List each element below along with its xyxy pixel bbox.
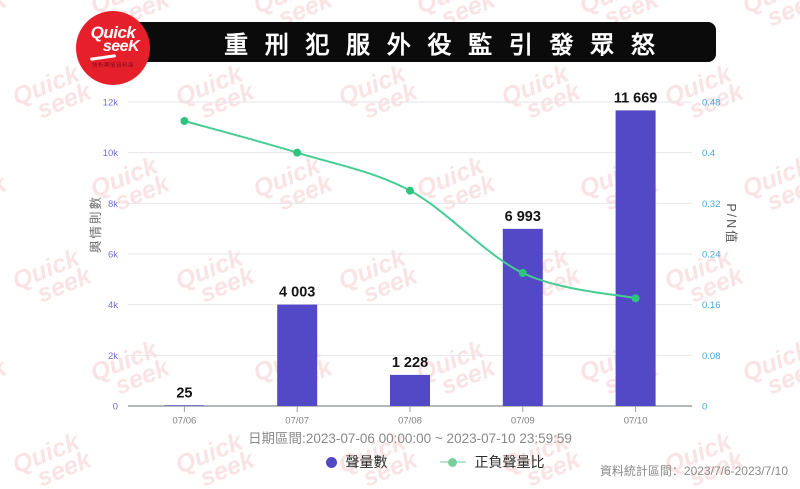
x-tick-label: 07/07 — [285, 416, 309, 427]
line-marker-07/09 — [518, 269, 527, 277]
left-tick-label: 10k — [103, 148, 119, 159]
right-axis-name: P/N值 — [724, 203, 739, 244]
legend-linedot-marker — [439, 457, 466, 468]
line-marker-07/10 — [631, 294, 640, 303]
bar-07/08 — [390, 374, 430, 406]
line-marker-07/06 — [180, 117, 189, 125]
page-title: 重 刑 犯 服 外 役 監 引 發 眾 怒 — [224, 31, 660, 59]
left-axis-name: 輿情則數 — [89, 195, 103, 253]
bar-07/10 — [615, 110, 656, 407]
right-tick-label: 0 — [702, 402, 707, 413]
logo-swoosh — [89, 54, 117, 61]
left-tick-label: 12k — [103, 98, 119, 109]
left-tick-label: 6k — [108, 250, 118, 261]
bar-value-label: 6 993 — [505, 209, 541, 225]
line-marker-07/08 — [406, 186, 414, 195]
bar-value-label: 1 228 — [392, 355, 428, 371]
bar-07/06 — [164, 405, 205, 406]
pn-ratio-line — [184, 120, 636, 300]
right-tick-label: 0.24 — [702, 250, 721, 261]
right-tick-label: 0.48 — [702, 98, 721, 109]
x-tick-label: 07/09 — [511, 416, 535, 427]
bar-07/07 — [277, 304, 318, 406]
bar-value-label: 11 669 — [614, 90, 658, 106]
legend-dot-marker — [325, 456, 337, 468]
right-tick-label: 0.32 — [702, 199, 721, 210]
line-marker-07/07 — [293, 148, 302, 157]
logo-tagline: 快析輿情資料庫 — [91, 62, 134, 69]
quickseek-logo: Quick seeK 快析輿情資料庫 — [76, 11, 150, 85]
legend-label: 正負聲量比 — [474, 454, 545, 470]
left-tick-label: 0 — [113, 402, 118, 413]
right-tick-label: 0.08 — [702, 351, 721, 362]
logo-text-line1: Quick — [90, 23, 136, 42]
left-tick-label: 4k — [108, 300, 118, 311]
x-tick-label: 07/08 — [398, 416, 422, 427]
title-bar: 重 刑 犯 服 外 役 監 引 發 眾 怒 — [84, 22, 716, 62]
legend-item[interactable]: 正負聲量比 — [439, 452, 545, 472]
logo-text-line2: seeK — [102, 38, 140, 55]
right-tick-label: 0.4 — [702, 148, 715, 159]
x-tick-label: 07/10 — [624, 416, 648, 427]
bar-value-label: 4 003 — [279, 285, 315, 301]
stats-range-note: 資料統計區間：2023/7/6-2023/7/10 — [599, 464, 788, 478]
left-tick-label: 2k — [108, 351, 118, 362]
left-tick-label: 8k — [108, 199, 118, 210]
chart-legend: 聲量數 正負聲量比 — [130, 452, 740, 472]
x-tick-label: 07/06 — [173, 416, 197, 427]
date-range-caption: 日期區間:2023-07-06 00:00:00 ~ 2023-07-10 23… — [248, 431, 572, 446]
right-tick-label: 0.16 — [702, 300, 721, 311]
legend-label: 聲量數 — [345, 454, 388, 470]
bar-value-label: 25 — [176, 385, 192, 401]
legend-item[interactable]: 聲量數 — [325, 452, 388, 472]
bar-07/09 — [502, 228, 543, 406]
